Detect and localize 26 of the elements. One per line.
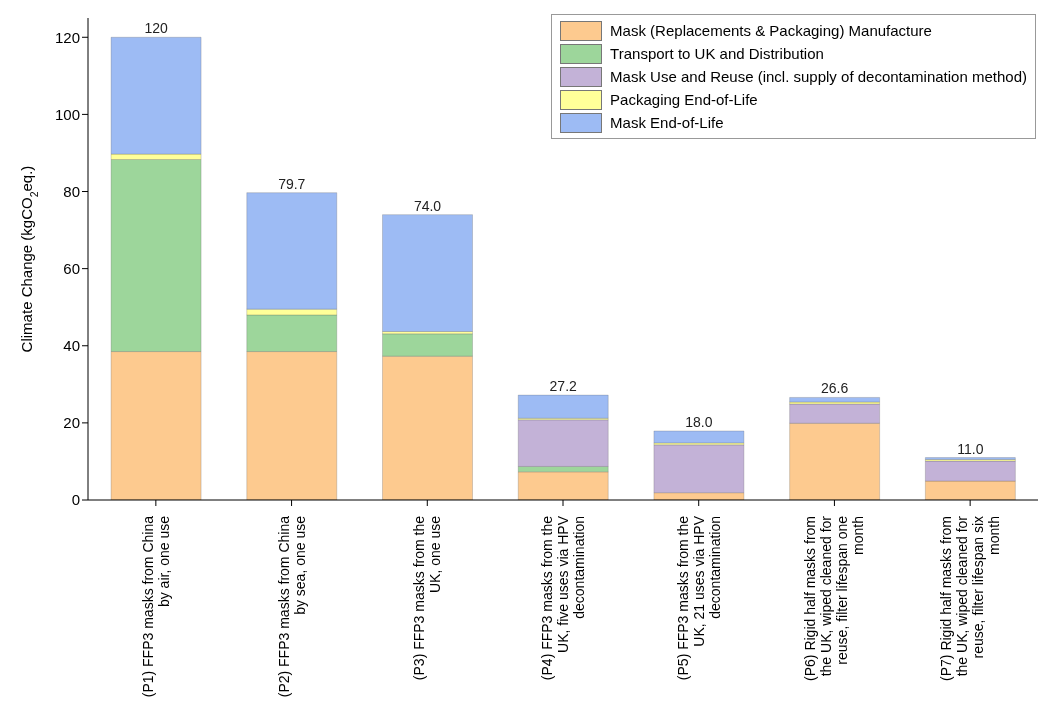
total-label: 120 xyxy=(144,20,168,37)
y-tick-label: 20 xyxy=(63,414,80,432)
x-tick-label: (P2) FFP3 masks from China by sea, one use xyxy=(275,515,308,698)
total-label: 11.0 xyxy=(957,440,984,457)
x-tick-label: (P4) FFP3 masks from the UK, five uses via HPV decontamination xyxy=(539,515,587,681)
legend-label: Mask Use and Reuse (incl. supply of decontamination method) xyxy=(610,68,1027,85)
total-label: 26.6 xyxy=(821,380,849,397)
legend-label: Mask (Replacements & Packaging) Manufacture xyxy=(610,22,932,39)
y-tick-label: 0 xyxy=(71,491,80,509)
total-label: 18.0 xyxy=(685,413,713,430)
y-tick-label: 80 xyxy=(63,182,80,200)
y-tick-label: 120 xyxy=(54,28,80,46)
legend-label: Packaging End-of-Life xyxy=(610,91,758,108)
x-tick-label: (P3) FFP3 masks from the UK, one use xyxy=(411,515,444,681)
y-tick-label: 40 xyxy=(63,337,80,355)
x-tick-label: (P5) FFP3 masks from the UK, 21 uses via HPV decontamination xyxy=(674,515,723,681)
total-label: 79.7 xyxy=(278,175,306,192)
x-tick-label: (P1) FFP3 masks from China by air, one use xyxy=(139,515,172,698)
x-tick-label: (P6) Rigid half masks from the UK, wiped cleaned for reuse, filter lifespan one month xyxy=(802,515,867,681)
legend-label: Mask End-of-Life xyxy=(610,114,724,131)
y-tick-label: 100 xyxy=(54,105,80,123)
total-label: 27.2 xyxy=(549,378,578,395)
legend-label: Transport to UK and Distribution xyxy=(610,45,824,62)
y-tick-label: 60 xyxy=(63,259,80,277)
x-tick-label: (P7) Rigid half masks from the UK, wiped cleaned for reuse, filter lifespan six month xyxy=(938,515,1003,681)
total-label: 74.0 xyxy=(413,197,442,214)
